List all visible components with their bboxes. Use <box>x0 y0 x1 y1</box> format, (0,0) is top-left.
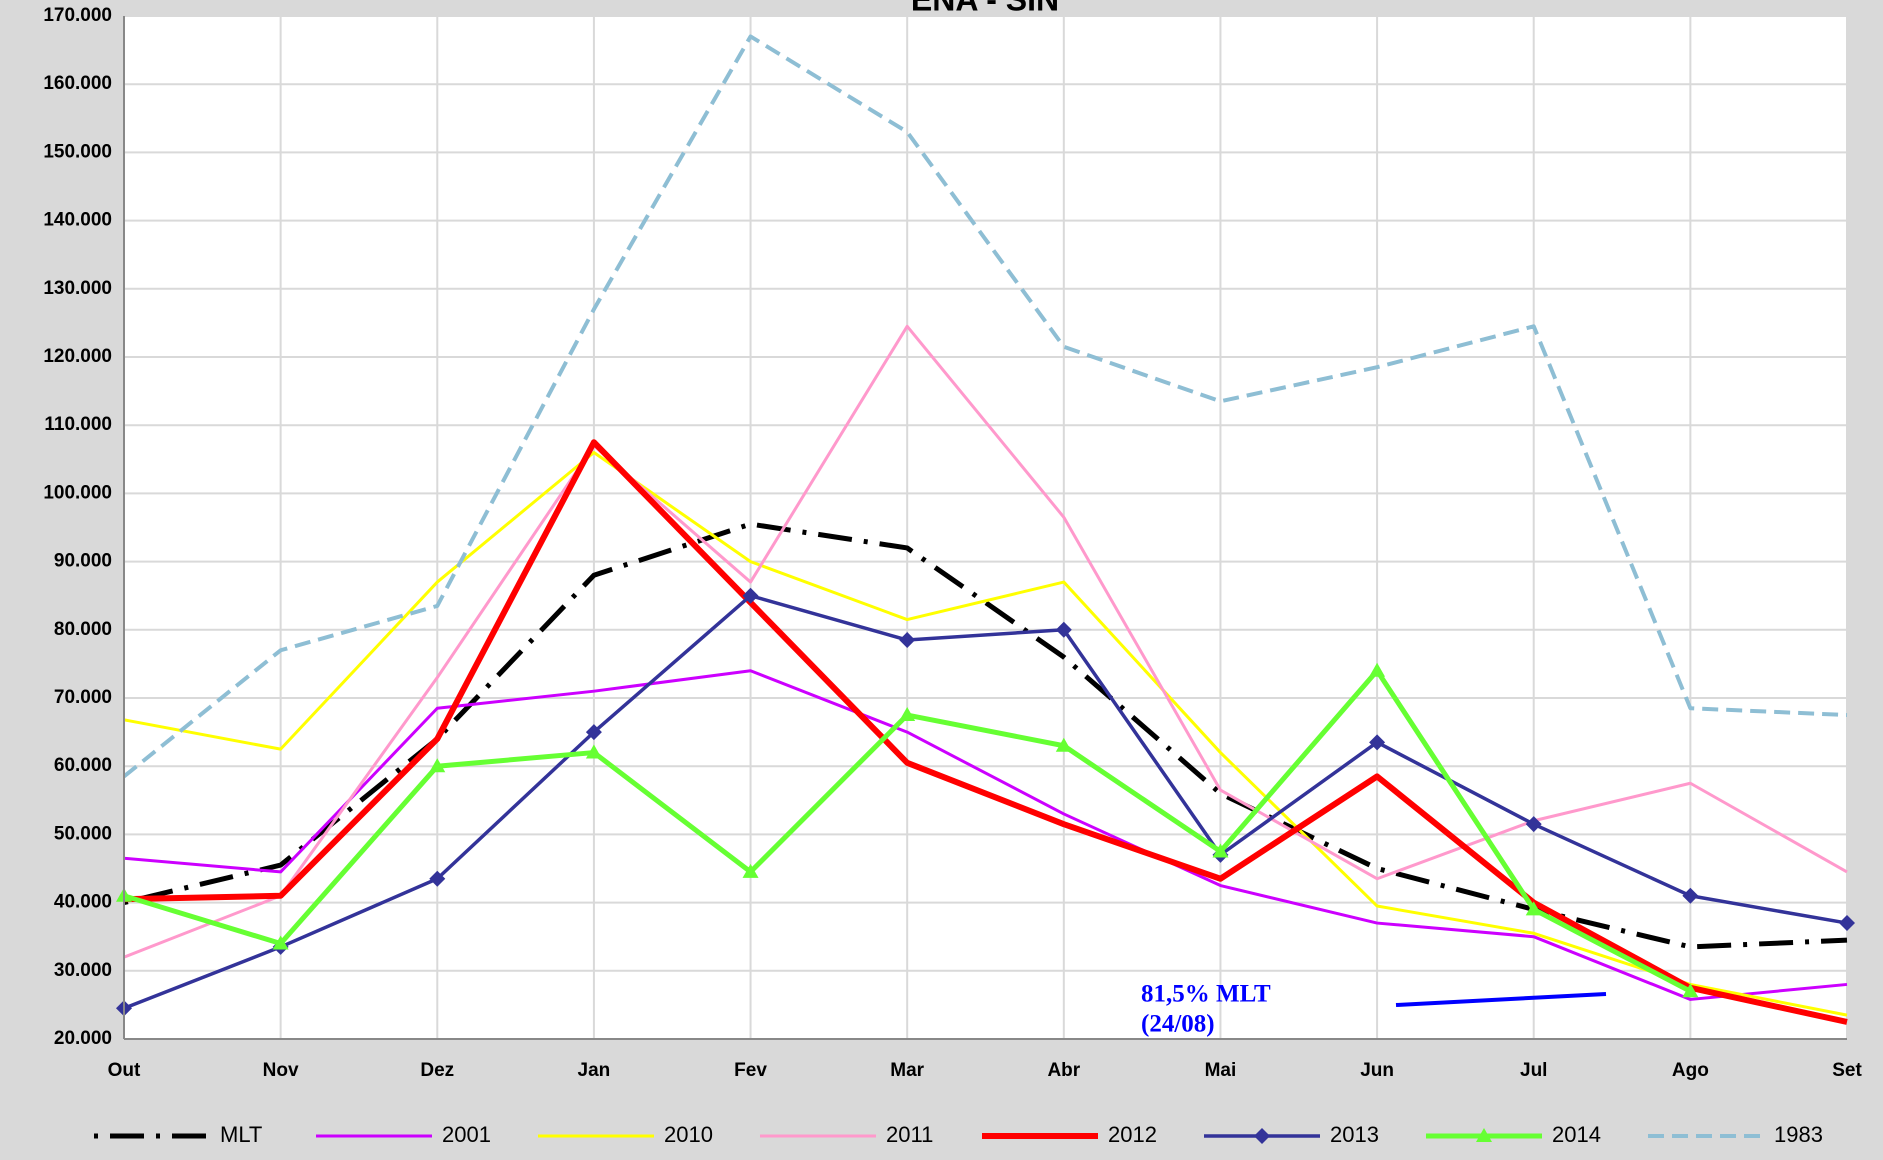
y-tick-label: 70.000 <box>54 687 112 708</box>
y-tick-label: 90.000 <box>54 551 112 572</box>
marker <box>742 863 759 878</box>
x-tick-label: Jul <box>1520 1060 1547 1081</box>
annotation: (24/08) <box>1141 1011 1215 1038</box>
x-tick-label: Ago <box>1672 1060 1709 1081</box>
marker <box>1055 737 1072 752</box>
series-line <box>123 593 1848 1010</box>
y-tick-label: 150.000 <box>43 141 112 162</box>
marker <box>1369 662 1386 677</box>
marker <box>429 758 446 773</box>
y-tick-label: 80.000 <box>54 619 112 640</box>
x-tick-label: Jan <box>578 1060 611 1081</box>
y-tick-label: 50.000 <box>54 823 112 844</box>
series-line <box>123 324 1848 959</box>
series-line <box>122 34 1848 778</box>
marker <box>1212 843 1229 858</box>
x-tick-label: Set <box>1832 1060 1862 1081</box>
marker <box>585 724 602 741</box>
y-tick-label: 160.000 <box>43 73 112 94</box>
legend-label: MLT <box>220 1122 262 1147</box>
legend-label: 2013 <box>1330 1122 1379 1147</box>
marker <box>1525 816 1542 833</box>
x-tick-label: Abr <box>1047 1060 1080 1081</box>
y-tick-label: 120.000 <box>43 346 112 367</box>
y-tick-label: 20.000 <box>54 1028 112 1049</box>
marker <box>899 632 916 649</box>
x-tick-label: Mar <box>890 1060 924 1081</box>
series-line <box>123 521 1848 950</box>
marker <box>1055 621 1072 638</box>
marker <box>1369 734 1386 751</box>
legend-marker <box>1254 1128 1270 1144</box>
annotation-line <box>1395 992 1607 1007</box>
series-line <box>123 450 1848 1017</box>
plot-area <box>124 16 1847 1039</box>
x-tick-label: Fev <box>734 1060 767 1081</box>
marker <box>272 935 289 950</box>
chart-title: ENA - SIN <box>911 0 1059 17</box>
marker <box>1476 1128 1492 1142</box>
legend-label: 2010 <box>664 1122 713 1147</box>
annotation: 81,5% MLT <box>1141 981 1271 1008</box>
legend-label: 1983 <box>1774 1122 1823 1147</box>
y-tick-label: 30.000 <box>54 960 112 981</box>
marker <box>1682 983 1699 998</box>
marker <box>1254 1128 1270 1144</box>
marker <box>1525 901 1542 916</box>
y-tick-label: 110.000 <box>44 414 112 435</box>
legend-label: 2001 <box>442 1122 491 1147</box>
legend-label: 2012 <box>1108 1122 1157 1147</box>
y-tick-label: 40.000 <box>54 892 112 913</box>
marker <box>899 707 916 722</box>
marker <box>742 587 759 604</box>
y-tick-label: 140.000 <box>43 210 112 231</box>
marker <box>429 870 446 887</box>
marker <box>1839 915 1855 932</box>
x-tick-label: Nov <box>263 1060 299 1081</box>
x-tick-label: Mai <box>1205 1060 1237 1081</box>
y-tick-label: 130.000 <box>43 278 112 299</box>
y-tick-label: 170.000 <box>43 5 112 26</box>
legend-label: 2011 <box>886 1122 933 1147</box>
x-tick-label: Dez <box>420 1060 454 1081</box>
legend-label: 2014 <box>1552 1122 1601 1147</box>
x-tick-label: Out <box>108 1060 141 1081</box>
marker <box>585 744 602 759</box>
x-tick-label: Jun <box>1360 1060 1394 1081</box>
series-line <box>123 439 1848 1025</box>
marker <box>1682 887 1699 904</box>
series-line <box>123 669 1848 1001</box>
legend-marker <box>1476 1128 1492 1142</box>
y-tick-label: 100.000 <box>43 482 112 503</box>
y-tick-label: 60.000 <box>54 755 112 776</box>
